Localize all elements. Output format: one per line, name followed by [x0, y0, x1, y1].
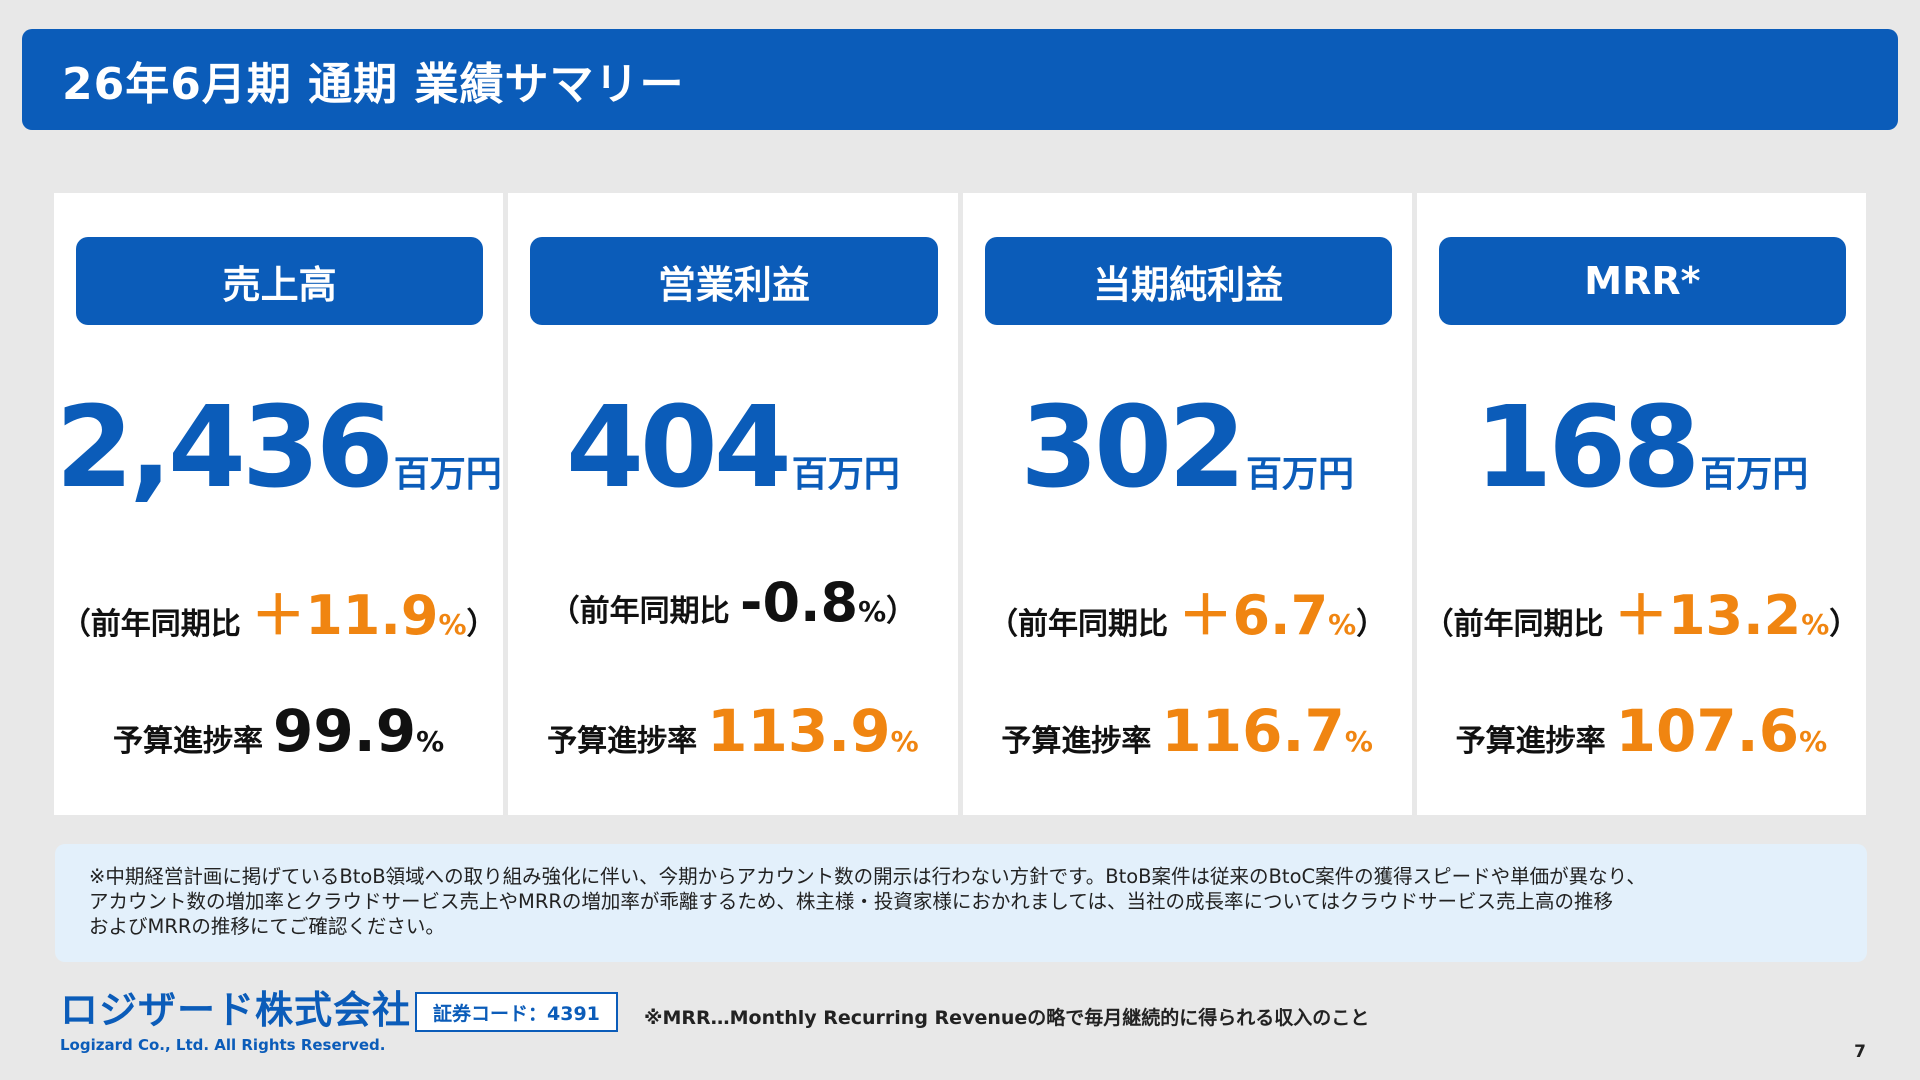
yoy-value: -0.8: [740, 571, 859, 634]
card-unit: 百万円: [1700, 454, 1809, 495]
card-label: 営業利益: [530, 237, 938, 325]
budget-pct: %: [416, 725, 445, 758]
card-mrr: MRR* 168 百万円 （前年同期比 ＋13.2%） 予算進捗率 107.6%: [1416, 193, 1866, 815]
card-operating-profit: 営業利益 404 百万円 （前年同期比 -0.8%） 予算進捗率 113.9%: [508, 193, 958, 815]
note-line: およびMRRの推移にてご確認ください。: [89, 915, 445, 938]
card-value: 302: [1020, 383, 1246, 513]
stock-code-badge: 証券コード：4391: [415, 992, 618, 1032]
budget-value: 99.9: [273, 697, 417, 765]
budget-value: 113.9: [707, 697, 891, 765]
yoy-line: （前年同期比 -0.8%）: [508, 571, 957, 634]
budget-value: 107.6: [1615, 697, 1800, 765]
yoy-pct: %: [438, 608, 467, 641]
summary-cards: 売上高 2,436 百万円 （前年同期比 ＋11.9%） 予算進捗率 99.9% 営…: [54, 193, 1866, 815]
card-value: 2,436: [55, 383, 393, 513]
yoy-prefix: （前年同期比: [549, 594, 730, 629]
budget-pct: %: [1799, 725, 1828, 758]
yoy-pct: %: [1801, 608, 1830, 641]
yoy-pct: %: [858, 595, 887, 628]
card-value-block: 404 百万円: [508, 383, 957, 513]
yoy-suffix: ）: [1829, 607, 1860, 642]
budget-label: 予算進捗率: [547, 724, 698, 759]
card-unit: 百万円: [393, 454, 502, 495]
yoy-prefix: （前年同期比: [988, 607, 1169, 642]
yoy-suffix: ）: [886, 594, 917, 629]
budget-line: 予算進捗率 116.7%: [963, 697, 1412, 765]
page-number: 7: [1854, 1042, 1866, 1062]
title-bar: 26年6月期 通期 業績サマリー: [22, 29, 1898, 130]
budget-line: 予算進捗率 99.9%: [54, 697, 503, 765]
budget-pct: %: [890, 725, 919, 758]
yoy-suffix: ）: [1356, 607, 1387, 642]
card-label: MRR*: [1438, 237, 1846, 325]
budget-label: 予算進捗率: [1455, 724, 1606, 759]
company-name: ロジザード株式会社: [60, 988, 412, 1032]
yoy-value: ＋6.7: [1178, 584, 1329, 647]
yoy-line: （前年同期比 ＋6.7%）: [963, 571, 1412, 650]
budget-line: 予算進捗率 113.9%: [508, 697, 957, 765]
yoy-suffix: ）: [466, 607, 497, 642]
mrr-footnote: ※MRR…Monthly Recurring Revenueの略で毎月継続的に得…: [644, 1007, 1370, 1029]
budget-line: 予算進捗率 107.6%: [1417, 697, 1866, 765]
card-unit: 百万円: [791, 454, 900, 495]
card-label: 当期純利益: [984, 237, 1392, 325]
yoy-prefix: （前年同期比: [1423, 607, 1604, 642]
company-logo: ロジザード株式会社 Logizard Co., Ltd. All Rights …: [60, 988, 411, 1054]
yoy-pct: %: [1328, 608, 1357, 641]
card-sales: 売上高 2,436 百万円 （前年同期比 ＋11.9%） 予算進捗率 99.9%: [54, 193, 504, 815]
card-unit: 百万円: [1246, 454, 1355, 495]
yoy-value: ＋13.2: [1613, 584, 1802, 647]
card-value-block: 302 百万円: [963, 383, 1412, 513]
page-title: 26年6月期 通期 業績サマリー: [62, 58, 685, 110]
copyright: Logizard Co., Ltd. All Rights Reserved.: [60, 1036, 386, 1054]
card-label: 売上高: [76, 237, 484, 325]
budget-pct: %: [1344, 725, 1373, 758]
yoy-value: ＋11.9: [251, 584, 439, 647]
card-net-income: 当期純利益 302 百万円 （前年同期比 ＋6.7%） 予算進捗率 116.7%: [962, 193, 1412, 815]
budget-label: 予算進捗率: [113, 724, 264, 759]
yoy-line: （前年同期比 ＋11.9%）: [54, 571, 503, 650]
card-value-block: 2,436 百万円: [54, 383, 503, 513]
disclosure-note: ※中期経営計画に掲げているBtoB領域への取り組み強化に伴い、今期からアカウント…: [55, 844, 1867, 962]
yoy-prefix: （前年同期比: [60, 607, 241, 642]
yoy-line: （前年同期比 ＋13.2%）: [1417, 571, 1866, 650]
card-value: 404: [565, 383, 792, 513]
budget-label: 予算進捗率: [1001, 724, 1152, 759]
budget-value: 116.7: [1161, 697, 1345, 765]
note-line: アカウント数の増加率とクラウドサービス売上やMRRの増加率が乖離するため、株主様…: [89, 890, 1613, 913]
card-value: 168: [1474, 383, 1700, 513]
card-value-block: 168 百万円: [1417, 383, 1866, 513]
note-line: ※中期経営計画に掲げているBtoB領域への取り組み強化に伴い、今期からアカウント…: [89, 865, 1646, 888]
